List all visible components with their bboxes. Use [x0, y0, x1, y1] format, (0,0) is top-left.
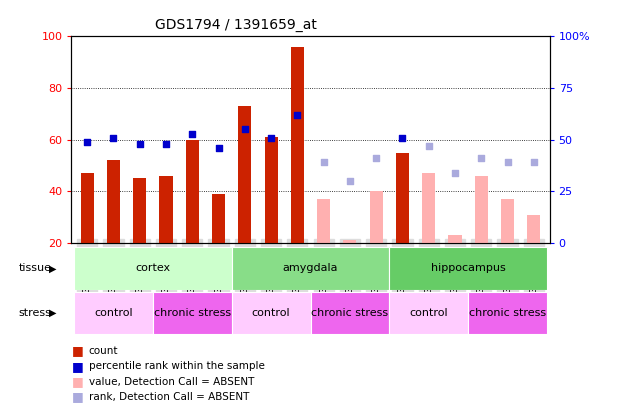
Point: [371, 155, 381, 162]
Text: ■: ■: [71, 344, 83, 357]
Text: hippocampus: hippocampus: [431, 263, 505, 273]
Point: [502, 159, 512, 166]
Point: [319, 159, 329, 166]
Bar: [238, 106, 252, 243]
Text: ■: ■: [71, 390, 83, 403]
Bar: [74, 247, 232, 290]
Bar: [81, 173, 94, 243]
Point: [397, 134, 407, 141]
Bar: [265, 137, 278, 243]
Bar: [527, 215, 540, 243]
Point: [82, 139, 92, 145]
Text: percentile rank within the sample: percentile rank within the sample: [89, 361, 265, 371]
Text: rank, Detection Call = ABSENT: rank, Detection Call = ABSENT: [89, 392, 249, 402]
Bar: [389, 292, 468, 334]
Bar: [107, 160, 120, 243]
Text: count: count: [89, 346, 119, 356]
Text: amygdala: amygdala: [283, 263, 338, 273]
Bar: [369, 192, 383, 243]
Point: [161, 141, 171, 147]
Text: ■: ■: [71, 360, 83, 373]
Bar: [317, 199, 330, 243]
Bar: [160, 176, 173, 243]
Bar: [474, 176, 488, 243]
Text: tissue: tissue: [19, 263, 52, 273]
Bar: [468, 292, 547, 334]
Bar: [74, 292, 153, 334]
Bar: [501, 199, 514, 243]
Bar: [232, 247, 389, 290]
Text: control: control: [252, 308, 291, 318]
Point: [135, 141, 145, 147]
Point: [476, 155, 486, 162]
Point: [266, 134, 276, 141]
Bar: [343, 241, 356, 243]
Text: chronic stress: chronic stress: [311, 308, 389, 318]
Text: value, Detection Call = ABSENT: value, Detection Call = ABSENT: [89, 377, 254, 386]
Point: [214, 145, 224, 151]
Bar: [153, 292, 232, 334]
Point: [529, 159, 539, 166]
Bar: [133, 179, 147, 243]
Point: [240, 126, 250, 133]
Text: control: control: [409, 308, 448, 318]
Text: GDS1794 / 1391659_at: GDS1794 / 1391659_at: [155, 18, 317, 32]
Bar: [389, 247, 547, 290]
Text: ■: ■: [71, 375, 83, 388]
Bar: [310, 292, 389, 334]
Text: control: control: [94, 308, 133, 318]
Point: [292, 112, 302, 118]
Point: [345, 178, 355, 184]
Point: [450, 170, 460, 176]
Text: cortex: cortex: [135, 263, 170, 273]
Bar: [212, 194, 225, 243]
Bar: [186, 140, 199, 243]
Point: [188, 130, 197, 137]
Bar: [291, 47, 304, 243]
Point: [109, 134, 119, 141]
Bar: [448, 235, 461, 243]
Text: stress: stress: [19, 308, 52, 318]
Text: ▶: ▶: [49, 308, 57, 318]
Text: ▶: ▶: [49, 263, 57, 273]
Bar: [232, 292, 310, 334]
Bar: [422, 173, 435, 243]
Bar: [396, 153, 409, 243]
Text: chronic stress: chronic stress: [469, 308, 546, 318]
Point: [424, 143, 433, 149]
Text: chronic stress: chronic stress: [154, 308, 231, 318]
